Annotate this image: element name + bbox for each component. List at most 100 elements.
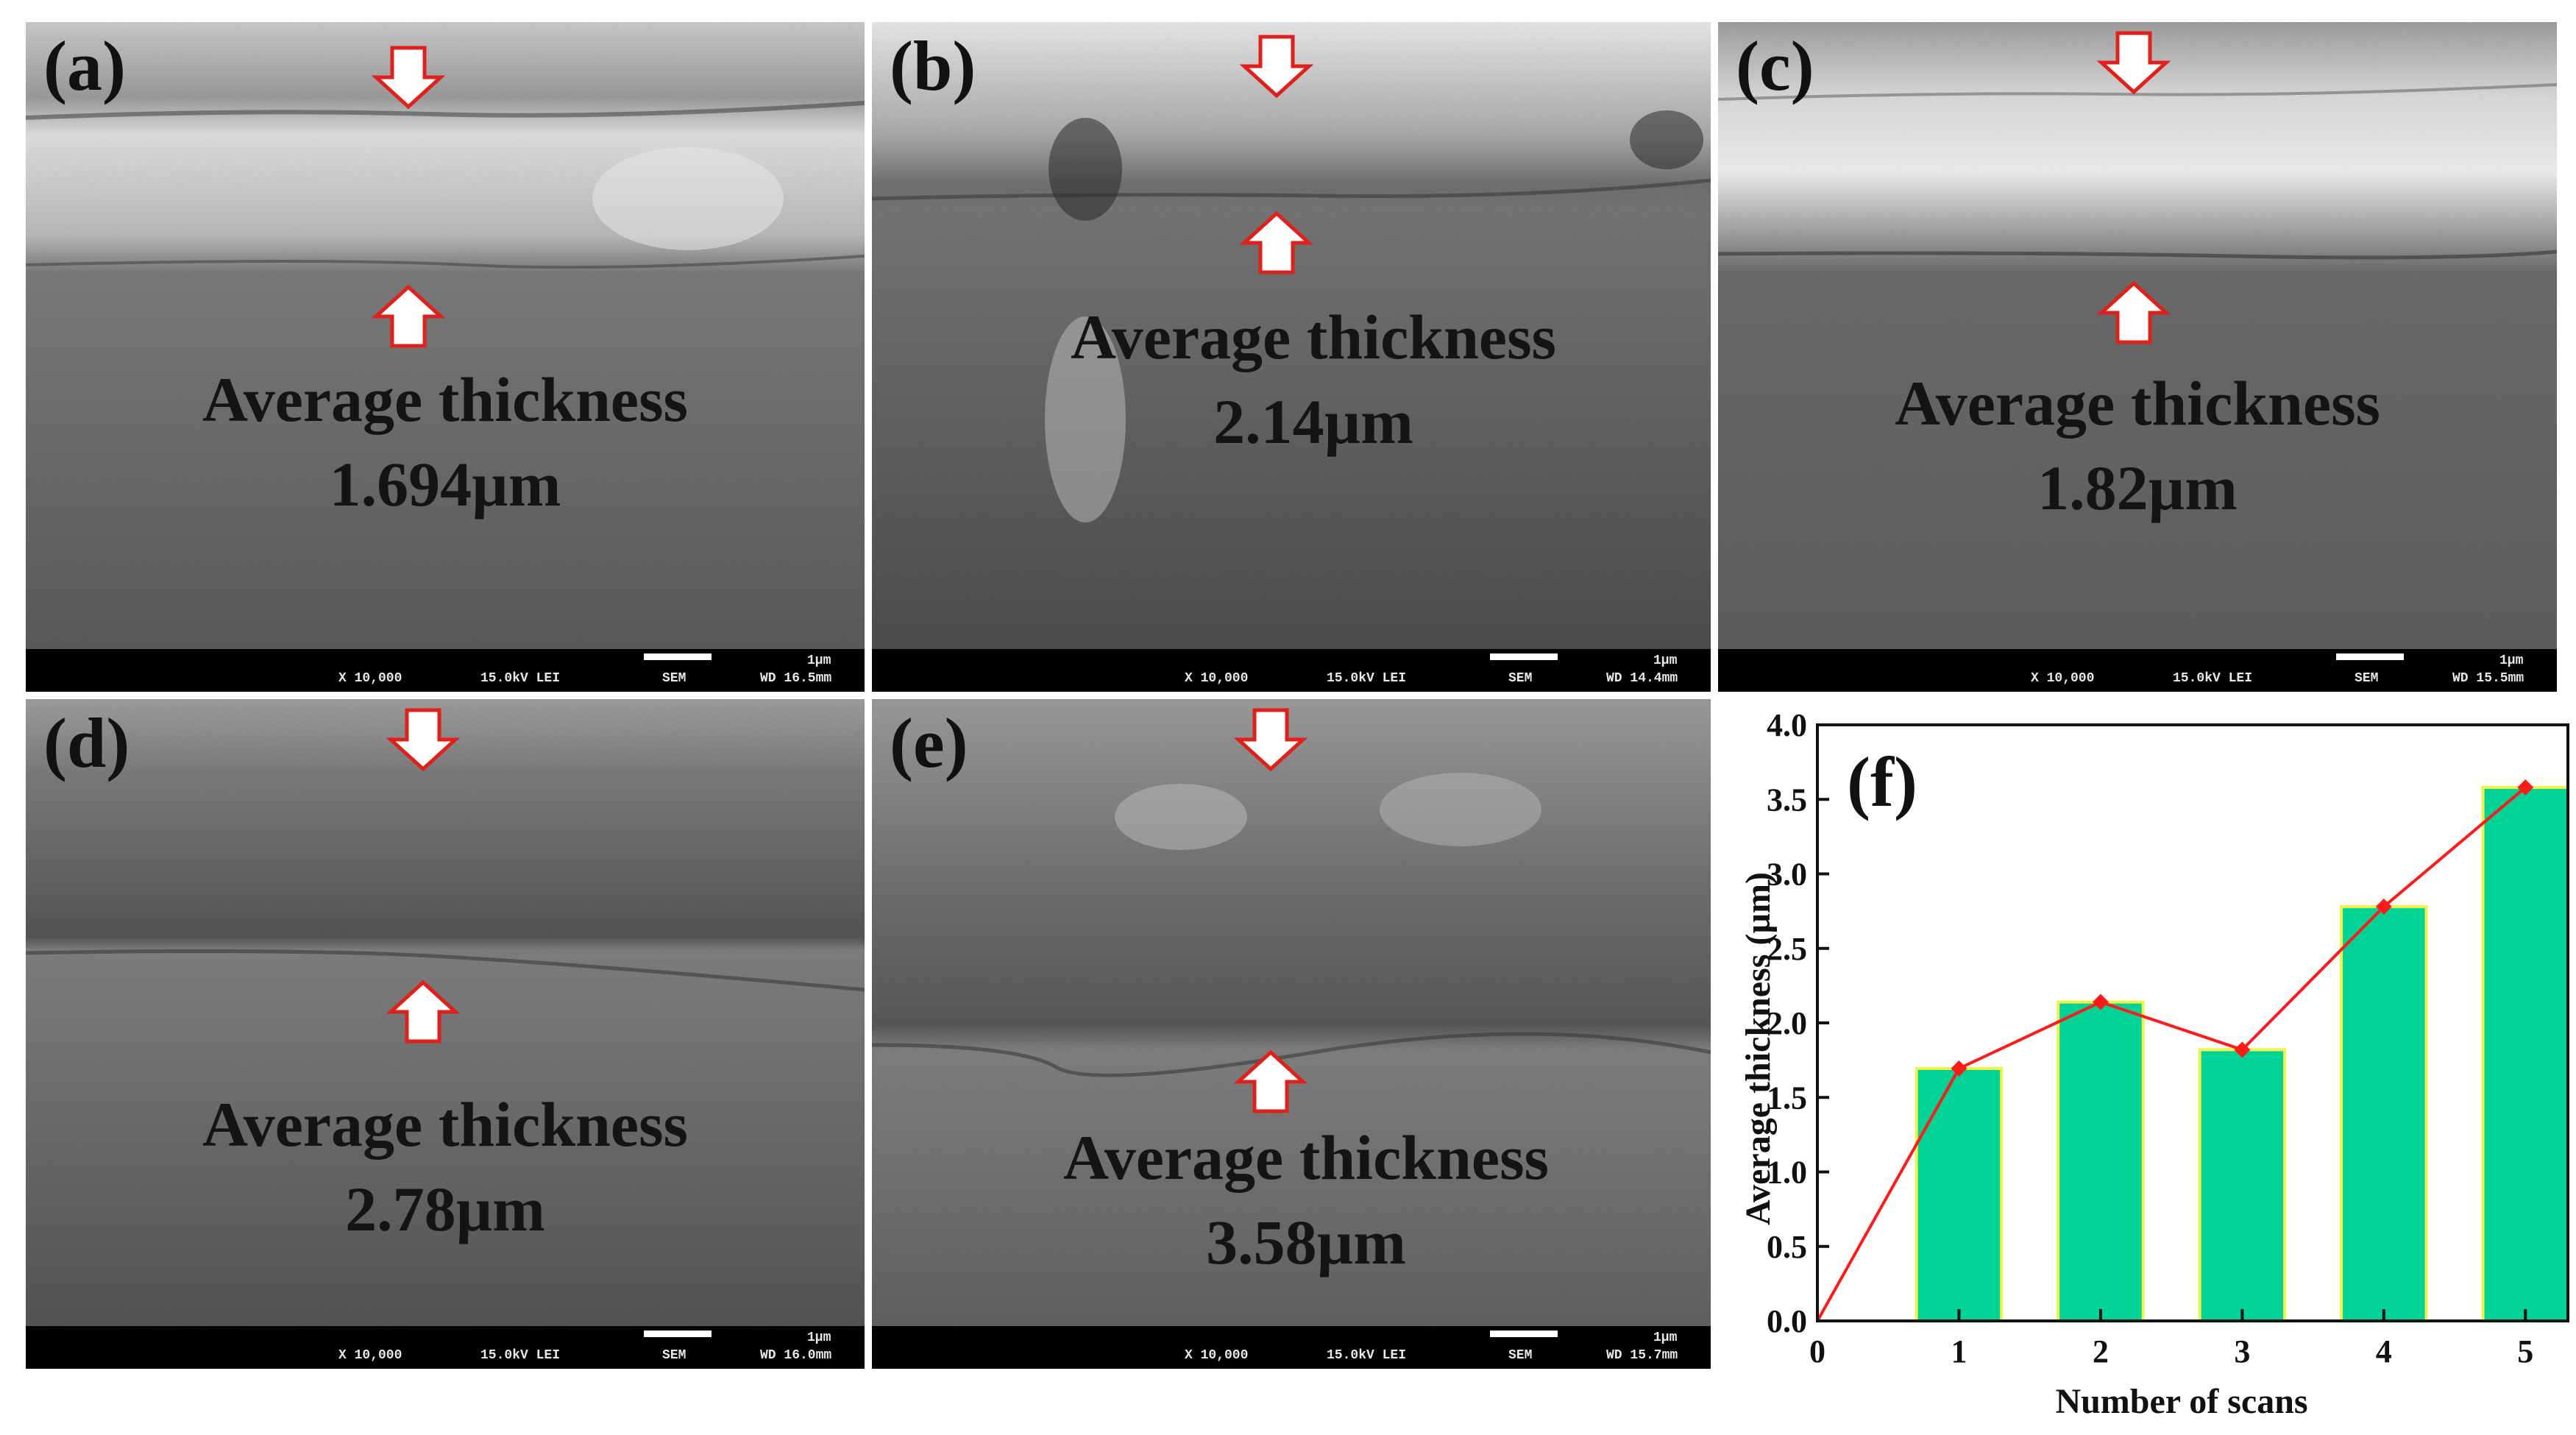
- sem-panel-d: (d) Average thickness 2.78µm X 10,000 15…: [26, 699, 865, 1369]
- data-point: [1951, 1060, 1968, 1077]
- sem-panel-c: (c) Average thickness 1.82µm X 10,000 15…: [1718, 22, 2557, 692]
- sem-micrograph-a: [26, 22, 865, 649]
- scale-bar: [644, 653, 712, 660]
- y-tick-label: 0.0: [1767, 1303, 1807, 1339]
- magnification: X 10,000: [338, 671, 402, 686]
- sem-micrograph-e: [872, 699, 1711, 1326]
- y-axis-label: Average thickness (µm): [1739, 872, 1778, 1225]
- x-tick-label: 4: [2376, 1333, 2392, 1370]
- panel-label: (e): [890, 704, 968, 782]
- panel-label: (b): [890, 26, 976, 105]
- y-tick-label: 0.5: [1767, 1229, 1807, 1265]
- sem-data-bar: X 10,000 15.0kV LEI SEM 1µm WD 15.7mm: [872, 1326, 1711, 1369]
- arrow-down-icon: [386, 703, 460, 776]
- sem-panel-e: (e) Average thickness 3.58µm X 10,000 15…: [872, 699, 1711, 1369]
- accelerating-voltage: 15.0kV LEI: [480, 671, 561, 686]
- y-tick-label: 3.5: [1767, 782, 1807, 818]
- detector-mode: SEM: [2355, 671, 2379, 686]
- arrow-up-icon: [1240, 206, 1313, 280]
- bar: [2481, 786, 2570, 1323]
- sem-data-bar: X 10,000 15.0kV LEI SEM 1µm WD 16.0mm: [26, 1326, 865, 1369]
- arrow-down-icon: [2097, 26, 2171, 99]
- x-tick-label: 3: [2234, 1333, 2250, 1370]
- sem-data-bar: X 10,000 15.0kV LEI SEM 1µm WD 14.4mm: [872, 649, 1711, 692]
- series-line: [1816, 786, 2527, 1322]
- magnification: X 10,000: [1185, 1348, 1249, 1363]
- x-tick-label: 2: [2093, 1333, 2109, 1370]
- sem-micrograph-b: [872, 22, 1711, 649]
- y-tick-label: 1.5: [1767, 1080, 1807, 1116]
- scale-bar-label: 1µm: [1653, 1331, 1678, 1345]
- average-thickness-label: Average thickness: [202, 364, 689, 435]
- arrow-down-icon: [1240, 29, 1313, 103]
- detector-mode: SEM: [1508, 671, 1533, 686]
- bar: [2198, 1048, 2287, 1322]
- arrow-up-icon: [2097, 276, 2171, 350]
- bar: [2057, 1000, 2145, 1322]
- arrow-up-icon: [386, 975, 460, 1049]
- bar: [2340, 905, 2428, 1322]
- arrow-down-icon: [372, 40, 445, 114]
- sem-panel-a: (a) Average thickness 1.694µm X 10,000 1…: [26, 22, 865, 692]
- working-distance: WD 15.5mm: [2452, 671, 2524, 686]
- working-distance: WD 15.7mm: [1606, 1348, 1678, 1363]
- scale-bar: [1490, 653, 1558, 660]
- detector-mode: SEM: [662, 1348, 686, 1363]
- working-distance: WD 16.0mm: [760, 1348, 832, 1363]
- y-tick-label: 3.0: [1767, 857, 1807, 893]
- magnification: X 10,000: [1185, 671, 1249, 686]
- scale-bar-label: 1µm: [807, 653, 831, 668]
- magnification: X 10,000: [2031, 671, 2095, 686]
- arrow-down-icon: [1234, 703, 1307, 776]
- x-axis-label: Number of scans: [2055, 1382, 2307, 1421]
- detector-mode: SEM: [1508, 1348, 1533, 1363]
- average-thickness-label: Average thickness: [202, 1089, 689, 1160]
- scale-bar-label: 1µm: [2499, 653, 2524, 668]
- panel-label: (a): [43, 26, 126, 105]
- scale-bar: [2336, 653, 2404, 660]
- working-distance: WD 14.4mm: [1606, 671, 1678, 686]
- magnification: X 10,000: [338, 1348, 402, 1363]
- x-tick-label: 5: [2517, 1333, 2533, 1370]
- sem-data-bar: X 10,000 15.0kV LEI SEM 1µm WD 15.5mm: [1718, 649, 2557, 692]
- average-thickness-label: Average thickness: [1070, 302, 1557, 372]
- thickness-chart: 0 1 2 3 4 5 0.0 0.5 1.0 1.5 2.0 2.5 3.0 3.5 4.0 (f) Nu…: [1739, 707, 2570, 1421]
- scale-bar: [644, 1331, 712, 1337]
- chart-panel-f: 0 1 2 3 4 5 0.0 0.5 1.0 1.5 2.0 2.5 3.0 3.5 4.0 (f) Nu…: [1714, 703, 2576, 1431]
- panel-label: (f): [1847, 743, 1917, 821]
- y-tick-label: 2.0: [1767, 1005, 1807, 1041]
- data-point: [2375, 899, 2392, 915]
- average-thickness-label: Average thickness: [1062, 1122, 1550, 1193]
- y-tick-label: 1.0: [1767, 1155, 1807, 1191]
- average-thickness-value: 3.58µm: [1206, 1207, 1406, 1278]
- data-point: [2234, 1041, 2251, 1058]
- accelerating-voltage: 15.0kV LEI: [1327, 671, 1407, 686]
- detector-mode: SEM: [662, 671, 686, 686]
- y-tick-label: 2.5: [1767, 931, 1807, 967]
- sem-data-bar: X 10,000 15.0kV LEI SEM 1µm WD 16.5mm: [26, 649, 865, 692]
- scale-bar: [1490, 1331, 1558, 1337]
- scale-bar-label: 1µm: [807, 1331, 831, 1345]
- bar: [1915, 1066, 2004, 1322]
- accelerating-voltage: 15.0kV LEI: [2173, 671, 2253, 686]
- arrow-up-icon: [1234, 1045, 1307, 1119]
- average-thickness-label: Average thickness: [1894, 368, 2381, 439]
- x-tick-label: 0: [1809, 1333, 1825, 1370]
- sem-panel-b: (b) Average thickness 2.14µm X 10,000 15…: [872, 22, 1711, 692]
- data-point: [2092, 993, 2109, 1010]
- accelerating-voltage: 15.0kV LEI: [480, 1348, 561, 1363]
- sem-micrograph-c: [1718, 22, 2557, 649]
- x-tick-label: 1: [1951, 1333, 1967, 1370]
- working-distance: WD 16.5mm: [760, 671, 832, 686]
- average-thickness-value: 2.14µm: [1213, 386, 1413, 457]
- arrow-up-icon: [372, 280, 445, 353]
- accelerating-voltage: 15.0kV LEI: [1327, 1348, 1407, 1363]
- average-thickness-value: 1.694µm: [329, 449, 561, 520]
- y-tick-label: 4.0: [1767, 707, 1807, 743]
- panel-label: (c): [1736, 26, 1814, 105]
- average-thickness-value: 2.78µm: [345, 1174, 545, 1244]
- data-point: [2517, 779, 2534, 796]
- scale-bar-label: 1µm: [1653, 653, 1678, 668]
- average-thickness-value: 1.82µm: [2037, 453, 2238, 523]
- panel-label: (d): [43, 704, 130, 782]
